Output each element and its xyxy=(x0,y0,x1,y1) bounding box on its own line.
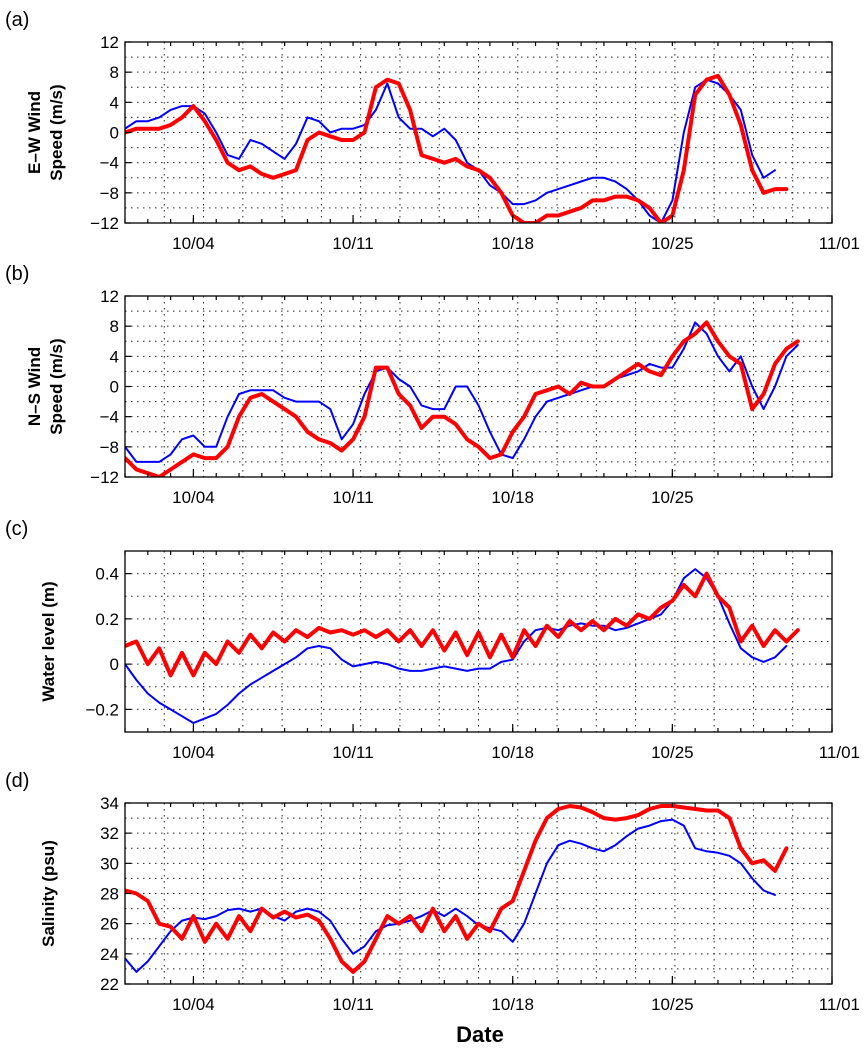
series-line-red xyxy=(125,320,800,477)
series-line-red xyxy=(125,804,789,974)
y-tick-label: 8 xyxy=(110,63,119,82)
y-tick-label: 8 xyxy=(110,317,119,336)
series-line-blue xyxy=(125,321,799,463)
panel-c: (c) −0.2 0 0.2 0.4 10/04 10/11 10/18 10/25 11/01 W… xyxy=(5,518,860,762)
y-axis-label: E–W Wind xyxy=(25,91,44,174)
y-tick-label: 22 xyxy=(100,975,119,994)
y-tick-label: 0 xyxy=(110,655,119,674)
y-tick-label: 28 xyxy=(100,885,119,904)
y-axis-label: Water level (m) xyxy=(39,581,58,701)
y-tick-label: −12 xyxy=(90,214,119,233)
series-line-blue xyxy=(125,78,776,223)
series-line-red xyxy=(125,571,800,678)
y-tick-label: −0.2 xyxy=(85,700,119,719)
x-tick-label: 10/18 xyxy=(491,488,534,507)
panel-d: (d) 22 24 26 28 30 32 34 10/04 10/11 10/18 10/25 11/… xyxy=(5,770,860,1014)
x-tick-label: 10/18 xyxy=(491,995,534,1014)
y-tick-label: −12 xyxy=(90,468,119,487)
y-axis-label: N–S Wind xyxy=(25,347,44,426)
x-tick-label: 10/11 xyxy=(332,743,373,762)
y-tick-label: 12 xyxy=(100,33,119,52)
x-tick-label: 10/11 xyxy=(332,488,373,507)
y-tick-label: 24 xyxy=(100,945,119,964)
x-tick-label: 10/25 xyxy=(651,234,694,253)
x-tick-label: 10/11 xyxy=(332,234,373,253)
y-tick-label: 34 xyxy=(100,794,119,813)
y-tick-label: 4 xyxy=(110,347,119,366)
x-tick-label: 10/18 xyxy=(491,743,534,762)
y-tick-label: 0.4 xyxy=(95,565,119,584)
y-tick-label: −8 xyxy=(100,184,119,203)
panel-a: (a) −12 −8 −4 0 4 8 12 10/04 10/11 10/18 10/25 11/01… xyxy=(5,9,860,253)
y-axis-label: Speed (m/s) xyxy=(47,84,66,180)
y-tick-label: 12 xyxy=(100,287,119,306)
x-tick-label: 10/18 xyxy=(491,234,534,253)
x-tick-label: 10/04 xyxy=(172,995,215,1014)
y-axis-label: Salinity (psu) xyxy=(39,840,58,947)
x-tick-label: 10/25 xyxy=(651,743,694,762)
y-tick-label: 30 xyxy=(100,854,119,873)
x-tick-label: 11/01 xyxy=(819,743,860,762)
x-tick-label: 11/01 xyxy=(819,995,860,1014)
panel-b: (b) −12 −8 −4 0 4 8 12 10/04 10/11 10/18 10/25 N–S W… xyxy=(5,263,833,507)
y-tick-label: 0 xyxy=(110,378,119,397)
y-tick-label: 0.2 xyxy=(95,610,119,629)
panel-label: (d) xyxy=(5,770,29,792)
x-tick-label: 10/25 xyxy=(651,488,694,507)
y-tick-label: −8 xyxy=(100,438,119,457)
y-tick-label: 26 xyxy=(100,915,119,934)
y-tick-label: −4 xyxy=(100,154,119,173)
y-tick-label: 4 xyxy=(110,93,119,112)
axes-frame xyxy=(124,550,833,733)
x-tick-label: 10/04 xyxy=(172,488,215,507)
x-tick-label: 10/25 xyxy=(651,995,694,1014)
panel-label: (b) xyxy=(5,263,29,285)
x-tick-label: 10/04 xyxy=(172,743,215,762)
y-tick-label: 32 xyxy=(100,824,119,843)
x-tick-label: 11/01 xyxy=(819,234,860,253)
series-line-blue xyxy=(125,818,776,973)
panel-label: (c) xyxy=(5,518,28,540)
x-tick-label: 10/04 xyxy=(172,234,215,253)
panel-label: (a) xyxy=(5,9,29,31)
series-line-red xyxy=(125,73,789,223)
x-tick-label: 10/11 xyxy=(332,995,373,1014)
y-tick-label: −4 xyxy=(100,408,119,427)
y-tick-label: 0 xyxy=(110,124,119,143)
y-axis-label: Speed (m/s) xyxy=(47,338,66,434)
x-axis-label: Date xyxy=(456,1022,504,1047)
